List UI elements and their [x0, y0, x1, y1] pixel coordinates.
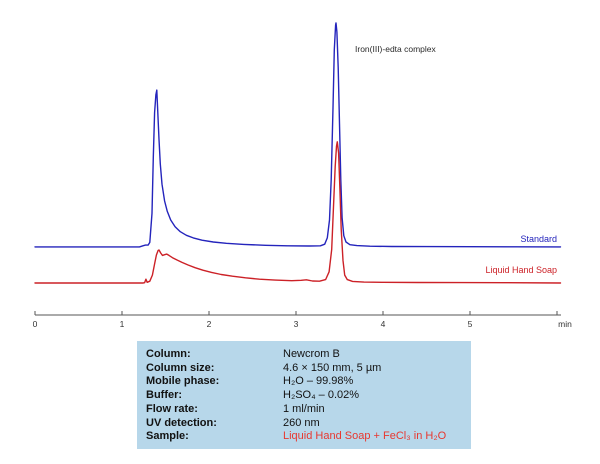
- peak-annotation: Iron(III)-edta complex: [355, 44, 437, 54]
- x-axis-tick-label: 0: [33, 319, 38, 329]
- spec-row-label: UV detection:: [146, 416, 217, 429]
- spec-row-value: 4.6 × 150 mm, 5 µm: [283, 361, 382, 374]
- spec-row-label: Mobile phase:: [146, 375, 220, 388]
- spec-row-value: Liquid Hand Soap + FeCl₃ in H₂O: [283, 430, 447, 443]
- x-axis-unit-label: min: [558, 319, 572, 329]
- spec-row: Flow rate: 1 ml/min: [146, 403, 471, 417]
- spec-row: Column: Newcrom B: [146, 348, 471, 362]
- spec-row: Sample: Liquid Hand Soap + FeCl₃ in H₂O: [146, 430, 471, 444]
- spec-row-label: Flow rate:: [146, 402, 198, 415]
- trace-group: [34, 22, 562, 284]
- trace-label-liquid-hand-soap: Liquid Hand Soap: [485, 265, 557, 275]
- x-axis-tick-label: 2: [207, 319, 212, 329]
- trace-standard: [34, 22, 562, 248]
- trace-liquid-hand-soap: [34, 141, 562, 284]
- spec-row-value: H₂O – 99.98%: [283, 375, 354, 388]
- spec-row-value: 260 nm: [283, 416, 320, 429]
- x-axis-tick-label: 1: [120, 319, 125, 329]
- chromatogram: 0 1 2 3 4 5 min Iron(III)-edta complex Standar…: [33, 22, 572, 329]
- trace-label-standard: Standard: [520, 234, 557, 244]
- spec-row-label: Column size:: [146, 361, 215, 374]
- spec-row-value: 1 ml/min: [283, 402, 325, 415]
- spec-row-value: Newcrom B: [283, 348, 340, 360]
- x-axis-tick-label: 4: [381, 319, 386, 329]
- spec-row-label: Buffer:: [146, 389, 183, 402]
- spec-row: UV detection: 260 nm: [146, 417, 471, 431]
- spec-row: Column size: 4.6 × 150 mm, 5 µm: [146, 362, 471, 376]
- x-axis-tick-label: 3: [294, 319, 299, 329]
- spec-row: Mobile phase: H₂O – 99.98%: [146, 375, 471, 389]
- spec-row-label: Sample:: [146, 430, 189, 443]
- x-axis: 0 1 2 3 4 5 min: [33, 311, 572, 329]
- x-axis-tick-label: 5: [468, 319, 473, 329]
- spec-row: Buffer: H₂SO₄ – 0.02%: [146, 389, 471, 403]
- spec-table: Column: Newcrom B Column size: 4.6 × 150 mm…: [137, 341, 471, 449]
- spec-row-value: H₂SO₄ – 0.02%: [283, 389, 360, 402]
- spec-row-label: Column:: [146, 348, 191, 360]
